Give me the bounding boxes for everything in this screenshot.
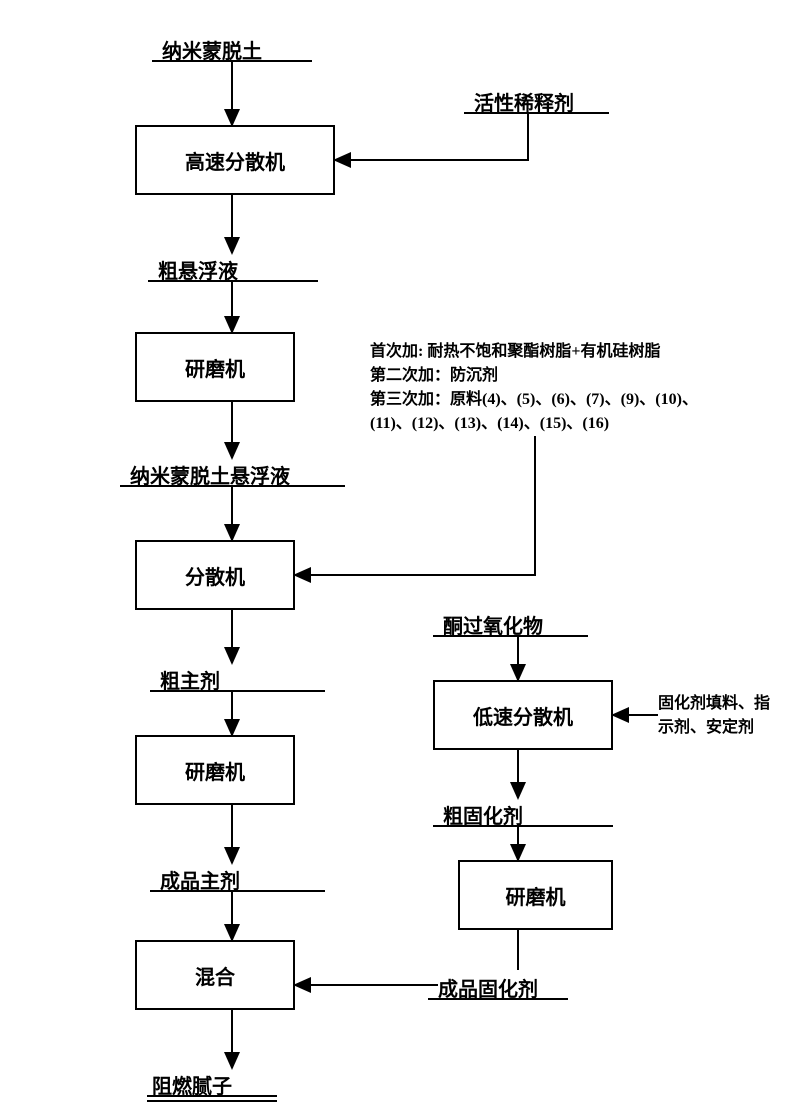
node-label: 研磨机 <box>506 881 566 910</box>
node-label: 低速分散机 <box>473 701 573 730</box>
annotation-line: 首次加: 耐热不饱和聚酯树脂+有机硅树脂 <box>370 340 698 364</box>
underline <box>147 1100 277 1102</box>
underline <box>464 112 609 114</box>
node-n4: 研磨机 <box>135 735 295 805</box>
annotation-line: 第三次加：原料(4)、(5)、(6)、(7)、(9)、(10)、 <box>370 388 698 412</box>
underline <box>147 1095 277 1097</box>
annotation-a2: 固化剂填料、指示剂、安定剂 <box>658 692 770 740</box>
node-label: 研磨机 <box>185 756 245 785</box>
edge-e2 <box>335 113 528 160</box>
node-label: 分散机 <box>185 561 245 590</box>
node-n7: 研磨机 <box>458 860 613 930</box>
underline <box>150 690 325 692</box>
node-n6: 低速分散机 <box>433 680 613 750</box>
node-label: 高速分散机 <box>185 146 285 175</box>
flowchart-arrows <box>0 0 800 1116</box>
underline <box>152 60 312 62</box>
node-n1: 高速分散机 <box>135 125 335 195</box>
node-label: 研磨机 <box>185 353 245 382</box>
node-n3: 分散机 <box>135 540 295 610</box>
underline <box>433 635 588 637</box>
node-n5: 混合 <box>135 940 295 1010</box>
underline <box>150 890 325 892</box>
annotation-line: 固化剂填料、指 <box>658 692 770 716</box>
annotation-line: 示剂、安定剂 <box>658 716 770 740</box>
annotation-line: (11)、(12)、(13)、(14)、(15)、(16) <box>370 412 698 436</box>
annotation-a1: 首次加: 耐热不饱和聚酯树脂+有机硅树脂第二次加：防沉剂第三次加：原料(4)、(… <box>370 340 698 436</box>
node-label: 混合 <box>195 961 235 990</box>
node-n2: 研磨机 <box>135 332 295 402</box>
underline <box>148 280 318 282</box>
underline <box>433 825 613 827</box>
underline <box>120 485 345 487</box>
annotation-line: 第二次加：防沉剂 <box>370 364 698 388</box>
edge-e12 <box>295 436 535 575</box>
underline <box>428 998 568 1000</box>
